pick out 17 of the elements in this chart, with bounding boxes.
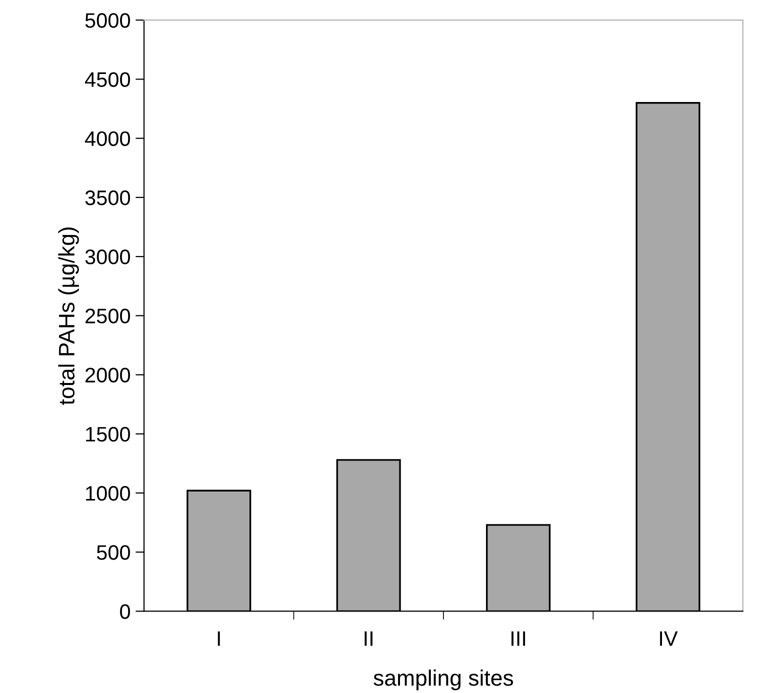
y-tick-label: 2000 bbox=[86, 368, 130, 383]
x-axis-title: sampling sites bbox=[374, 670, 514, 690]
x-tick-label: III bbox=[512, 631, 526, 646]
y-tick-label: 500 bbox=[96, 545, 130, 560]
y-tick-label: 3500 bbox=[85, 190, 130, 206]
y-tick-label: 1000 bbox=[86, 486, 130, 501]
y-axis-title: total PAHs (µg/kg) bbox=[58, 227, 79, 405]
y-tick-label: 3000 bbox=[85, 250, 130, 264]
x-tick-label: I bbox=[218, 631, 220, 646]
y-tick-label: 1500 bbox=[86, 426, 130, 442]
y-tick-label: 5000 bbox=[85, 13, 130, 28]
y-tick-label: 4000 bbox=[84, 131, 130, 146]
y-tick-label: 2500 bbox=[86, 308, 130, 324]
y-tick-label: 4500 bbox=[84, 72, 130, 87]
x-tick-label: II bbox=[364, 631, 372, 646]
x-tick-label: IV bbox=[660, 631, 678, 646]
y-tick-label: 0 bbox=[120, 604, 130, 619]
